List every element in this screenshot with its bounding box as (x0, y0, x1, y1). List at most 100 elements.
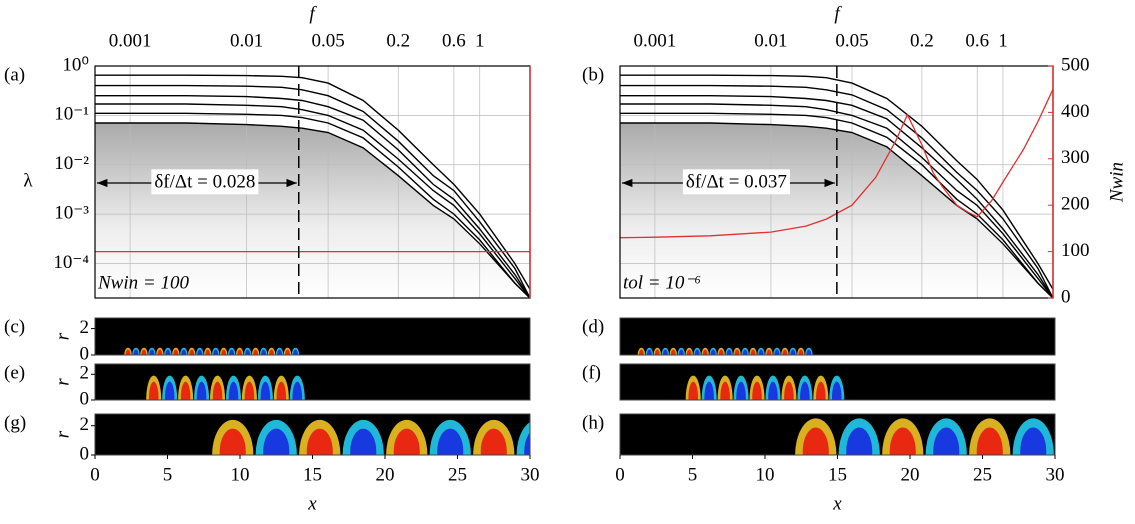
field-core (141, 349, 147, 355)
field-core (306, 428, 333, 455)
frame (94, 317, 531, 356)
top-tick-label: 0.6 (442, 30, 466, 51)
field-core (720, 381, 730, 400)
field-core (710, 349, 716, 355)
field-core (704, 381, 714, 400)
y2-tick-label: 300 (1061, 147, 1090, 168)
y-tick-label: 10⁰ (62, 54, 89, 75)
y2-tick-label: 400 (1061, 101, 1090, 122)
field-core (125, 349, 131, 355)
y-tick-label: 10⁻² (54, 153, 89, 174)
field-core (800, 381, 810, 400)
field-core (221, 349, 227, 355)
x-axis-label: f (834, 3, 842, 24)
field-core (686, 349, 692, 355)
plot-area (620, 364, 1055, 400)
eigen-curve (95, 103, 530, 298)
field-core (638, 349, 644, 355)
panel-label: (h) (582, 412, 604, 433)
label-bg (151, 169, 259, 195)
nwin-line (620, 88, 1053, 239)
y2-tick-label: 500 (1061, 54, 1090, 75)
y-tick-label: 10⁻³ (54, 202, 89, 223)
field-core (758, 349, 764, 355)
field-core (181, 349, 187, 355)
field-core (718, 349, 724, 355)
x-tick-label: 15 (828, 464, 847, 485)
field-core (774, 349, 780, 355)
top-tick-label: 0.05 (311, 30, 344, 51)
x-tick-label: 15 (303, 464, 322, 485)
top-tick-label: 0.05 (835, 30, 868, 51)
field-core (702, 349, 708, 355)
panel-label: (f) (582, 362, 601, 383)
field-core (165, 349, 171, 355)
spectrum-shade (95, 123, 530, 298)
panel-label: (d) (582, 316, 604, 337)
eigen-curve (95, 74, 530, 290)
field-core (148, 381, 159, 400)
field-core (173, 349, 179, 355)
plot-area (95, 66, 530, 298)
annotation: Nwin = 100 (97, 272, 189, 293)
field-annotation: f = 0.05 (98, 414, 159, 435)
y2-tick-label: 100 (1061, 240, 1090, 261)
field-annotation: f = 0.6 (98, 318, 150, 339)
top-tick-label: 0.01 (230, 30, 263, 51)
y-tick-label: 2 (80, 414, 90, 435)
window-label: δf/Δt = 0.037 (686, 171, 787, 192)
field-core (782, 349, 788, 355)
field-core (237, 349, 243, 355)
panel-label: (a) (4, 64, 25, 85)
y-axis-label: λ (23, 170, 33, 191)
field-core (285, 349, 290, 355)
x-tick-label: 10 (231, 464, 250, 485)
field-core (393, 428, 420, 455)
x-tick-label: 10 (756, 464, 775, 485)
field-core (276, 381, 287, 400)
top-tick-label: 0.6 (965, 30, 989, 51)
field-core (245, 349, 251, 355)
eigen-curve (620, 84, 1053, 298)
field-annotation: f = 0.2 (98, 364, 150, 385)
field-core (196, 381, 207, 400)
field-core (734, 349, 740, 355)
field-core (293, 349, 298, 355)
field-core (678, 349, 684, 355)
field-core (149, 349, 155, 355)
top-tick-label: 0.001 (634, 30, 677, 51)
plot-area (95, 318, 530, 355)
field-core (752, 381, 762, 400)
field-core (736, 381, 746, 400)
eigen-curve (620, 122, 1053, 298)
field-core (197, 349, 203, 355)
field-core (646, 349, 652, 355)
field-core (846, 427, 873, 455)
field-core (164, 381, 175, 400)
top-tick-label: 0.2 (386, 30, 410, 51)
eigen-curve (620, 95, 1053, 298)
eigen-curve (620, 103, 1053, 298)
x-tick-label: 20 (901, 464, 920, 485)
field-core (768, 381, 778, 400)
x-tick-label: 0 (615, 464, 625, 485)
plot-area (95, 414, 530, 455)
field-core (654, 349, 660, 355)
eigen-curve (95, 112, 530, 298)
frame (94, 363, 531, 401)
y-axis-label: r (52, 430, 73, 438)
top-tick-label: 1 (998, 30, 1008, 51)
label-bg (682, 169, 790, 195)
top-tick-label: 0.01 (754, 30, 787, 51)
field-core (816, 381, 826, 400)
y-tick-label: 0 (80, 443, 90, 464)
x-axis-label: x (307, 493, 317, 514)
y-tick-label: 2 (80, 317, 90, 338)
field-core (1064, 428, 1090, 476)
field-core (662, 349, 668, 355)
x-tick-label: 0 (90, 464, 100, 485)
y-tick-label: 10⁻¹ (54, 104, 89, 125)
field-core (933, 427, 960, 455)
x-tick-label: 30 (521, 464, 540, 485)
field-core (229, 349, 235, 355)
